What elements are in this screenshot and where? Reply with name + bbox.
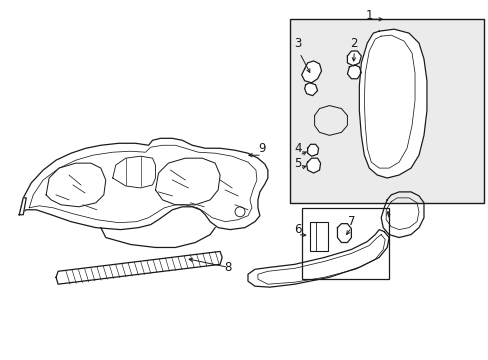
Polygon shape [307, 144, 318, 156]
Polygon shape [56, 251, 222, 284]
Text: 1: 1 [365, 9, 372, 22]
Bar [309, 222, 327, 251]
Polygon shape [304, 83, 317, 96]
Polygon shape [381, 192, 423, 238]
Polygon shape [337, 224, 351, 243]
Polygon shape [301, 61, 321, 83]
Polygon shape [19, 198, 26, 215]
Text: 2: 2 [350, 37, 357, 50]
Text: 9: 9 [258, 142, 265, 155]
Text: 4: 4 [293, 142, 301, 155]
Text: 3: 3 [293, 37, 301, 50]
Polygon shape [359, 29, 426, 178]
Polygon shape [346, 65, 361, 79]
Text: 6: 6 [293, 223, 301, 236]
Text: 5: 5 [293, 157, 301, 170]
Polygon shape [346, 51, 361, 66]
Text: 8: 8 [224, 261, 231, 274]
Bar [301, 208, 388, 279]
Polygon shape [19, 138, 267, 230]
Polygon shape [247, 230, 388, 287]
Polygon shape [306, 158, 320, 173]
Text: 7: 7 [347, 215, 354, 228]
Bar [289, 19, 483, 203]
